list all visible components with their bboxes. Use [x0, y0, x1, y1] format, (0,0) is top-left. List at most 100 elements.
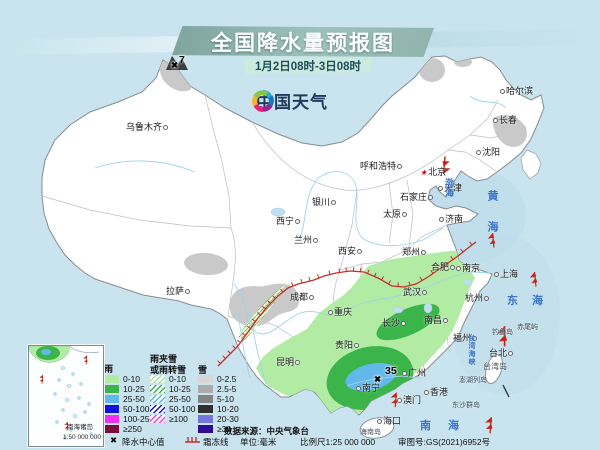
city-label: 南京: [455, 264, 480, 273]
city-label: 昆明: [276, 358, 301, 367]
legend-swatch: [104, 374, 119, 383]
city-dot: [484, 296, 490, 302]
wind-barb-icon: [485, 417, 493, 434]
city-dot: [456, 266, 461, 272]
legend-swatch: [104, 424, 119, 433]
city-dot: [354, 343, 360, 349]
legend-swatch: [150, 404, 165, 413]
legend-item: ≥100: [150, 413, 188, 424]
city-label: 武汉: [403, 288, 428, 297]
city-dot: [476, 150, 481, 156]
frost-line-label: 霜冻线: [203, 437, 229, 447]
title-banner: 全国降水量预报图: [172, 26, 434, 57]
city-dot: [402, 212, 408, 218]
subtitle-banner: 1月2日08时-3日08时: [243, 57, 373, 74]
city-dot: [500, 89, 505, 95]
legend-item: 50-100: [104, 403, 150, 414]
boundary-dash: [502, 384, 510, 398]
city-label: 济南: [438, 215, 463, 224]
city-label: 广州: [401, 369, 426, 378]
city-label: 银川: [312, 198, 337, 207]
legend-range-label: 100-250: [123, 413, 155, 424]
legend-item: 0-10: [150, 374, 186, 384]
legend-item: 0-2.5: [198, 374, 236, 384]
legend-range-label: 20-30: [217, 413, 239, 424]
city-dot: [163, 125, 169, 131]
city-dot: [450, 265, 456, 271]
china-weather-logo: 中国天气: [250, 88, 328, 113]
legend-range-label: ≥100: [169, 413, 188, 424]
city-label: 福州: [453, 334, 478, 343]
legend-range-label: 0-10: [123, 373, 141, 384]
legend-swatch: [150, 394, 165, 403]
city-label: 杭州: [465, 294, 490, 303]
city-label: 哈尔滨: [499, 87, 533, 96]
city-label: 上海: [493, 270, 518, 279]
hainan-island: [359, 417, 395, 439]
legend-swatch: [104, 394, 119, 403]
legend-swatch: [198, 374, 213, 383]
legend-range-label: 10-25: [169, 383, 191, 394]
wind-barb-icon: [390, 392, 398, 408]
taiwan-island: [485, 354, 503, 384]
sea-label: 黄海: [486, 190, 498, 252]
legend-range-label: 50-100: [123, 403, 150, 414]
city-dot: [402, 371, 407, 377]
city-label: 贵阳: [335, 341, 360, 350]
wind-barb-icon: [83, 355, 88, 365]
city-label: 台北: [489, 349, 514, 358]
wind-barb-icon: [529, 272, 538, 287]
legend-sleet-header2: 或雨转雪: [150, 365, 187, 375]
city-dot: [313, 238, 319, 244]
city-dot: [357, 249, 363, 255]
city-label: 重庆: [327, 308, 352, 317]
legend-swatch: [198, 414, 213, 423]
legend-range-label: 10-25: [123, 383, 145, 394]
page-title: 全国降水量预报图: [211, 31, 395, 55]
city-label: ★北京: [420, 167, 447, 177]
city-label: 成都: [290, 293, 315, 302]
forecast-period: 1月2日08时-3日08时: [254, 60, 362, 73]
island-label: 澎湖列岛: [459, 377, 487, 384]
city-dot: [377, 419, 382, 425]
approval-number: 审图号:GS(2021)6952号: [398, 437, 491, 447]
south-china-sea-inset: 南海诸岛 1:50 000 000: [28, 345, 104, 447]
capital-star-icon: ★: [420, 167, 428, 177]
legend-range-label: 25-50: [169, 393, 191, 404]
city-label: 海口: [376, 417, 401, 426]
city-label: 西安: [338, 247, 363, 256]
logo-text: 中国天气: [256, 93, 328, 112]
precip-center-value: 35: [385, 365, 397, 377]
legend-item: 20-30: [198, 413, 239, 424]
unit-label: 单位:毫米: [240, 437, 277, 447]
legend-item: 10-25: [150, 383, 191, 394]
legend-swatch: [198, 424, 213, 433]
legend-item: 2.5-5: [198, 384, 236, 394]
sea-label: 南海: [420, 420, 476, 432]
legend: 雨 雨夹雪 或雨转雪 雪 0-10 10-25 25-50 50-100 100-250…: [100, 352, 360, 448]
precip-center-x-icon: ✖: [171, 60, 179, 70]
city-label: 西宁: [276, 217, 301, 226]
center-marker-icon: ✖: [110, 435, 118, 445]
city-label: 南宁: [355, 384, 380, 393]
city-dot: [401, 321, 407, 327]
legend-rain-header: 雨: [104, 364, 114, 374]
wind-barb-icon: [442, 156, 451, 175]
city-label: 呼和浩特: [360, 162, 403, 171]
city-label: 石家庄: [400, 193, 434, 202]
legend-swatch: [198, 384, 213, 393]
city-dot: [494, 272, 499, 278]
legend-item: 100-250: [104, 413, 155, 424]
scale-label: 比例尺1:25 000 000: [300, 437, 376, 447]
mountain-peak-icon: [166, 56, 188, 70]
city-label: 拉萨: [166, 287, 191, 296]
inset-title: 南海诸岛: [67, 424, 93, 431]
legend-item: 0-10: [104, 373, 141, 384]
city-dot: [295, 360, 301, 366]
legend-swatch: [104, 414, 119, 423]
legend-swatch: [150, 384, 165, 393]
legend-range-label: 25-50: [123, 393, 145, 404]
city-dot: [443, 318, 449, 324]
